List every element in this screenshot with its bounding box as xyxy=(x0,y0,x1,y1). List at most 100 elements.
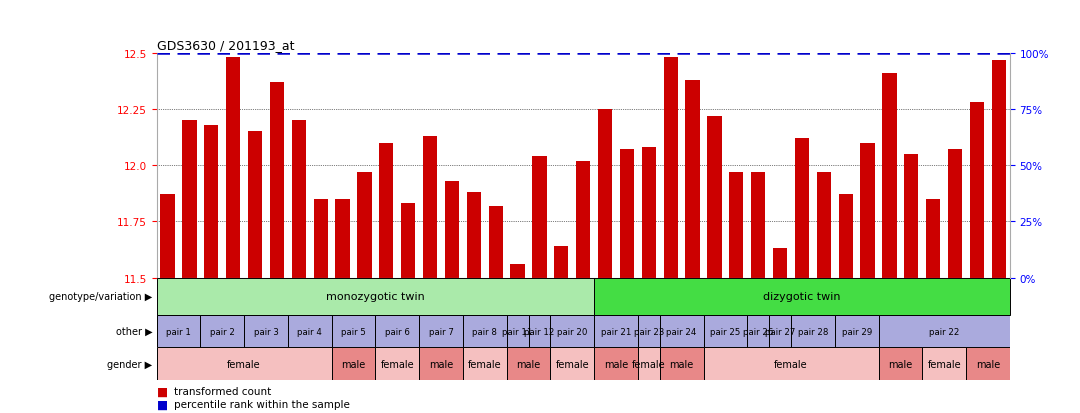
Text: pair 24: pair 24 xyxy=(666,327,697,336)
Bar xyxy=(769,315,791,348)
Bar xyxy=(791,315,835,348)
Bar xyxy=(966,348,1010,380)
Bar xyxy=(445,181,459,278)
Text: male: male xyxy=(604,359,629,369)
Bar xyxy=(244,315,288,348)
Bar xyxy=(660,315,703,348)
Bar xyxy=(201,315,244,348)
Bar xyxy=(729,173,743,278)
Bar xyxy=(157,278,594,315)
Text: percentile rank within the sample: percentile rank within the sample xyxy=(174,399,350,409)
Bar xyxy=(332,348,376,380)
Bar xyxy=(594,348,638,380)
Bar xyxy=(773,249,787,278)
Bar xyxy=(357,173,372,278)
Text: male: male xyxy=(976,359,1000,369)
Text: other ▶: other ▶ xyxy=(116,326,152,336)
Bar xyxy=(878,315,1010,348)
Bar xyxy=(620,150,634,278)
Bar xyxy=(507,348,551,380)
Bar xyxy=(882,74,896,278)
Bar xyxy=(423,137,437,278)
Bar xyxy=(313,199,328,278)
Bar xyxy=(663,58,678,278)
Bar xyxy=(747,315,769,348)
Text: female: female xyxy=(555,359,589,369)
Bar xyxy=(751,173,766,278)
Text: pair 4: pair 4 xyxy=(297,327,322,336)
Bar xyxy=(707,116,721,278)
Bar xyxy=(336,199,350,278)
Text: pair 12: pair 12 xyxy=(524,327,555,336)
Bar xyxy=(226,58,240,278)
Bar xyxy=(703,315,747,348)
Text: pair 22: pair 22 xyxy=(929,327,959,336)
Bar xyxy=(970,103,984,278)
Text: female: female xyxy=(928,359,961,369)
Bar xyxy=(183,121,197,278)
Text: gender ▶: gender ▶ xyxy=(107,359,152,369)
Text: male: male xyxy=(670,359,693,369)
Bar xyxy=(507,315,528,348)
Text: pair 28: pair 28 xyxy=(798,327,828,336)
Text: pair 27: pair 27 xyxy=(765,327,795,336)
Text: GDS3630 / 201193_at: GDS3630 / 201193_at xyxy=(157,39,294,52)
Bar xyxy=(376,315,419,348)
Text: pair 3: pair 3 xyxy=(254,327,279,336)
Text: pair 8: pair 8 xyxy=(472,327,497,336)
Text: female: female xyxy=(227,359,261,369)
Bar xyxy=(376,348,419,380)
Text: pair 6: pair 6 xyxy=(384,327,409,336)
Bar xyxy=(927,199,941,278)
Bar xyxy=(332,315,376,348)
Text: male: male xyxy=(341,359,366,369)
Bar xyxy=(511,264,525,278)
Text: pair 20: pair 20 xyxy=(557,327,588,336)
Bar xyxy=(660,348,703,380)
Text: female: female xyxy=(380,359,414,369)
Text: monozygotic twin: monozygotic twin xyxy=(326,292,424,301)
Bar xyxy=(157,315,201,348)
Bar xyxy=(401,204,416,278)
Bar xyxy=(576,161,591,278)
Text: male: male xyxy=(516,359,541,369)
Text: female: female xyxy=(468,359,501,369)
Bar xyxy=(419,348,463,380)
Bar xyxy=(463,348,507,380)
Bar xyxy=(551,315,594,348)
Bar xyxy=(467,193,481,278)
Text: female: female xyxy=(632,359,665,369)
Bar xyxy=(904,154,918,278)
Bar xyxy=(594,278,1010,315)
Text: pair 25: pair 25 xyxy=(711,327,741,336)
Text: pair 23: pair 23 xyxy=(634,327,664,336)
Text: pair 5: pair 5 xyxy=(341,327,366,336)
Bar xyxy=(703,348,878,380)
Bar xyxy=(161,195,175,278)
Text: pair 26: pair 26 xyxy=(743,327,773,336)
Bar xyxy=(861,143,875,278)
Bar xyxy=(288,315,332,348)
Text: transformed count: transformed count xyxy=(174,387,271,396)
Bar xyxy=(948,150,962,278)
Bar xyxy=(157,348,332,380)
Bar xyxy=(835,315,878,348)
Bar xyxy=(419,315,463,348)
Bar xyxy=(379,143,393,278)
Bar xyxy=(594,315,638,348)
Bar xyxy=(795,139,809,278)
Text: genotype/variation ▶: genotype/variation ▶ xyxy=(49,292,152,301)
Bar xyxy=(292,121,306,278)
Bar xyxy=(838,195,853,278)
Bar xyxy=(532,157,546,278)
Bar xyxy=(551,348,594,380)
Text: ■: ■ xyxy=(157,385,167,398)
Bar xyxy=(528,315,551,348)
Text: pair 29: pair 29 xyxy=(841,327,872,336)
Bar xyxy=(991,60,1005,278)
Bar xyxy=(204,126,218,278)
Bar xyxy=(598,110,612,278)
Text: female: female xyxy=(774,359,808,369)
Text: pair 21: pair 21 xyxy=(600,327,631,336)
Text: pair 1: pair 1 xyxy=(166,327,191,336)
